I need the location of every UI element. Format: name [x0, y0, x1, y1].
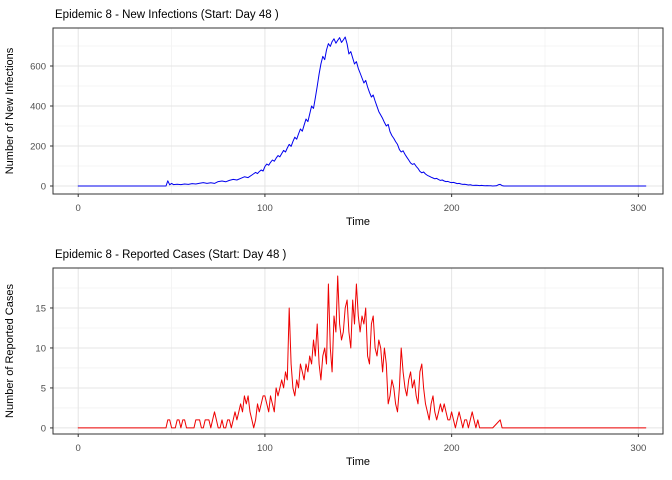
x-tick-label: 100 — [257, 443, 273, 454]
y-tick-label: 0 — [41, 182, 46, 193]
y-tick-label: 0 — [41, 423, 46, 434]
panel-border — [52, 267, 664, 435]
plot-title: Epidemic 8 - New Infections (Start: Day … — [55, 9, 279, 21]
x-tick-label: 200 — [444, 203, 460, 214]
x-tick-label: 300 — [630, 443, 646, 454]
plot-title: Epidemic 8 - Reported Cases (Start: Day … — [55, 249, 287, 261]
y-tick-label: 600 — [30, 62, 46, 73]
y-tick-label: 15 — [35, 303, 46, 314]
x-tick-label: 100 — [257, 203, 273, 214]
x-tick-label: 200 — [444, 443, 460, 454]
series-line — [77, 36, 647, 187]
y-tick-label: 400 — [30, 102, 46, 113]
y-tick-label: 200 — [30, 142, 46, 153]
x-axis-title: Time — [346, 456, 370, 468]
x-tick-label: 300 — [630, 203, 646, 214]
y-axis-title: Number of New Infections — [4, 47, 16, 174]
y-tick-label: 5 — [41, 383, 46, 394]
series-line — [77, 275, 647, 429]
x-tick-label: 0 — [76, 203, 81, 214]
y-axis-title: Number of Reported Cases — [4, 284, 16, 418]
panel-border — [52, 27, 664, 195]
new-infections-chart: 0 100 200 300 0 200 400 600 Epidemic 8 - New Inf… — [4, 9, 664, 228]
reported-cases-chart: 0 100 200 300 0 5 10 15 Epidemic 8 - Reported Ca… — [4, 249, 664, 468]
y-tick-label: 10 — [35, 343, 46, 354]
x-tick-label: 0 — [76, 443, 81, 454]
x-axis-title: Time — [346, 216, 370, 228]
